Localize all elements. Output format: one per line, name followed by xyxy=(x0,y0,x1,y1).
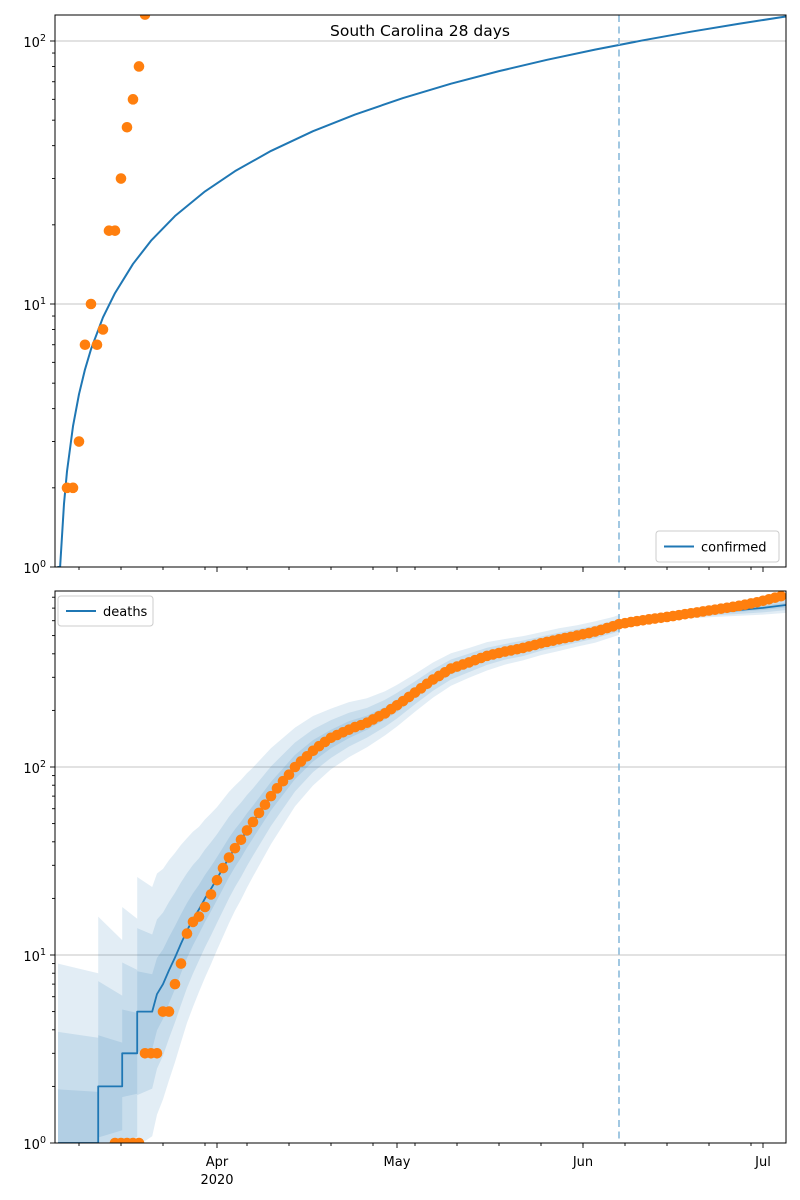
data-point xyxy=(73,436,85,447)
data-point xyxy=(85,298,97,310)
bottom-plot-border xyxy=(54,590,787,1144)
x-tick-label: Apr xyxy=(206,1155,229,1170)
data-point xyxy=(271,783,283,794)
data-point xyxy=(223,852,235,863)
data-point xyxy=(109,225,121,236)
bottom-ticks xyxy=(50,596,764,1148)
data-point xyxy=(265,790,277,802)
data-point xyxy=(127,94,139,105)
data-point xyxy=(169,978,181,990)
data-point xyxy=(163,1006,175,1017)
data-point xyxy=(133,61,145,72)
data-point xyxy=(235,834,247,846)
top-ticks xyxy=(50,40,764,572)
confidence-band-inner xyxy=(58,621,619,1143)
data-point xyxy=(175,958,187,969)
data-point xyxy=(241,825,253,836)
data-point xyxy=(205,889,217,900)
deaths-legend: deaths xyxy=(57,595,154,627)
x-tick-label: May xyxy=(384,1155,411,1170)
bottom-plot-deaths: 100 101 102 Apr 2020 May Jun Jul deaths xyxy=(23,590,787,1188)
data-point xyxy=(229,842,241,854)
x-tick-label: Jul xyxy=(754,1155,771,1170)
data-point xyxy=(181,928,193,939)
x-tick-label: Jun xyxy=(572,1155,593,1170)
legend-box xyxy=(57,595,154,627)
data-point xyxy=(217,862,229,874)
bottom-y-tick-labels: 100 101 102 xyxy=(23,759,46,1153)
confidence-band-mid xyxy=(58,618,619,1143)
x-tick-labels: Apr 2020 May Jun Jul xyxy=(200,1155,770,1188)
data-point xyxy=(247,816,259,828)
legend-box xyxy=(655,530,780,563)
confidence-band-outer xyxy=(58,614,619,1143)
data-point xyxy=(151,1048,163,1059)
top-plot-confirmed: 100 101 102 South Carolina 28 days confirm… xyxy=(23,14,787,577)
x-axis-year-label: 2020 xyxy=(200,1173,233,1188)
top-plot-border xyxy=(54,14,787,568)
confirmed-line xyxy=(57,15,786,567)
legend-label: confirmed xyxy=(701,541,767,556)
y-tick-label: 100 xyxy=(23,559,46,577)
data-point xyxy=(139,15,151,20)
confirmed-scatter xyxy=(61,15,151,494)
data-point xyxy=(115,173,127,184)
data-point xyxy=(121,121,133,133)
chart-title: South Carolina 28 days xyxy=(330,22,510,40)
data-point xyxy=(283,769,295,781)
data-point xyxy=(253,807,265,819)
y-tick-label: 102 xyxy=(23,759,46,777)
data-point xyxy=(259,799,271,811)
data-point xyxy=(775,591,786,602)
data-point xyxy=(67,482,79,494)
legend-label: deaths xyxy=(103,605,148,620)
data-point xyxy=(91,339,103,351)
data-point xyxy=(199,901,211,913)
data-point xyxy=(133,1137,145,1143)
data-point xyxy=(97,324,109,335)
top-gridlines xyxy=(55,40,786,305)
y-tick-label: 101 xyxy=(23,947,46,965)
confirmed-fit-line xyxy=(57,15,786,567)
y-tick-label: 102 xyxy=(23,33,46,51)
top-y-tick-labels: 100 101 102 xyxy=(23,33,46,577)
data-point xyxy=(211,874,223,886)
confirmed-legend: confirmed xyxy=(655,530,780,563)
data-point xyxy=(79,339,91,351)
y-tick-label: 100 xyxy=(23,1135,46,1153)
y-tick-label: 101 xyxy=(23,296,46,314)
data-point xyxy=(193,911,205,922)
deaths-scatter xyxy=(109,591,786,1143)
